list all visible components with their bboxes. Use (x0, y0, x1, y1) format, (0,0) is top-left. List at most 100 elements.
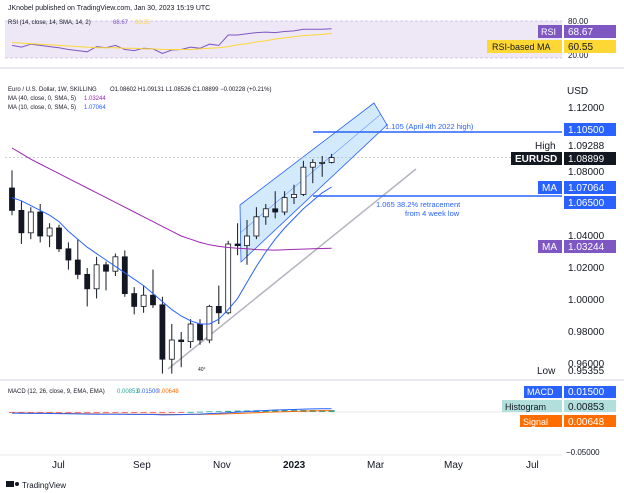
histogram-bar (150, 412, 156, 413)
last-tag: 1.08899 (568, 154, 605, 165)
low-tag-value: 0.95355 (568, 366, 605, 377)
candle (159, 296, 166, 374)
histogram-bar (93, 412, 100, 413)
signal-tag-value: 0.00648 (568, 417, 605, 428)
candle (272, 191, 279, 219)
main-legend-title: Euro / U.S. Dollar, 1W, SKILLING (8, 87, 97, 93)
candle (215, 285, 222, 324)
candle (253, 207, 260, 240)
candle (281, 191, 288, 216)
histogram-bar (112, 412, 119, 413)
histogram-bar (159, 412, 166, 413)
symbol-tag: EURUSD (515, 154, 557, 165)
price-tick-label: 1.02000 (568, 263, 605, 274)
candle (103, 261, 109, 291)
time-label: Mar (367, 460, 385, 471)
support-tag-box (564, 196, 616, 209)
macd-tag-name: MACD (527, 387, 554, 397)
publisher-line: JKnobel published on TradingView.com, Ja… (8, 5, 210, 12)
signal-tag-value-box (564, 415, 616, 427)
low-tag-label: Low (537, 366, 556, 377)
candle (65, 242, 72, 270)
candle (291, 184, 297, 204)
time-label: Nov (213, 460, 231, 471)
rsi-ma-tag-value: 60.55 (568, 42, 593, 53)
candle (178, 332, 185, 368)
rsi-panel: RSI (14, close, 14, SMA, 14, 2) 68.67 60… (5, 17, 616, 60)
signal-tag-name-box (520, 415, 562, 427)
ma40-legend-value: 1.03244 (84, 96, 106, 102)
histogram-bar (84, 412, 91, 413)
resistance-tag: 1.10500 (568, 125, 605, 136)
rsi-axis-top: 80.00 (568, 17, 589, 26)
rsi-ma-tag-value-box (564, 40, 616, 53)
angle-annotation: 40° (198, 367, 206, 373)
candle (300, 160, 307, 196)
footer-brand: TradingView (22, 481, 66, 490)
histogram-bar (37, 412, 44, 413)
resistance-tag-box (564, 123, 616, 136)
candle (74, 239, 81, 280)
symbol-tag-box (511, 152, 562, 165)
macd-legend-hist: 0.00853 (117, 389, 139, 395)
candle (234, 223, 241, 256)
histogram-bar (65, 412, 72, 413)
ma10-line (11, 186, 332, 325)
candle (244, 220, 250, 265)
price-tick-label: 1.04000 (568, 231, 605, 242)
hist-tag-name-box (502, 400, 562, 412)
rsi-legend: RSI (14, close, 14, SMA, 14, 2) (8, 20, 91, 26)
histogram-bar (272, 410, 279, 412)
ma10-legend-value: 1.07064 (84, 105, 106, 111)
ma10-tag-name-box (538, 181, 562, 194)
candle (18, 200, 25, 244)
time-label: Jul (52, 460, 65, 471)
time-label: May (444, 460, 463, 471)
main-legend-ohlc: O1.08602 H1.09131 L1.08526 C1.08899 −0.0… (110, 87, 271, 93)
rsi-ma-line (11, 33, 332, 50)
macd-legend-macd: 0.01500 (137, 389, 159, 395)
candle (46, 223, 53, 248)
price-tick-label: 1.00000 (568, 295, 605, 306)
support-annotation-line1: 1.065 38.2% retracement (376, 200, 461, 209)
histogram-bar (206, 411, 213, 413)
ma40-tag-value: 1.03244 (568, 242, 605, 253)
macd-line (11, 408, 332, 416)
ma10-tag-value: 1.07064 (568, 183, 605, 194)
candle (121, 250, 128, 297)
hist-tag-value: 0.00853 (568, 402, 605, 413)
candle (9, 170, 15, 216)
candles-group (9, 153, 335, 374)
rsi-ma-tag-name: RSI-based MA (492, 42, 551, 52)
price-tick-label: 0.96000 (568, 359, 605, 370)
time-label: Sep (133, 460, 151, 471)
histogram-bar (187, 411, 194, 413)
hist-tag-name: Histogram (505, 402, 546, 412)
rsi-axis-bottom: 20.00 (568, 51, 589, 60)
histogram-bar (225, 410, 232, 412)
candle (225, 240, 232, 315)
price-tick-label: 0.98000 (568, 327, 605, 338)
ma40-tag-name-box (538, 240, 562, 253)
macd-tag-value: 0.01500 (568, 387, 605, 398)
ma10-legend: MA (10, close, 0, SMA, 5) (8, 105, 76, 111)
time-label: 2023 (283, 460, 306, 471)
candle (168, 324, 175, 374)
macd-legend: MACD (12, 26, close, 9, EMA, EMA) (8, 389, 105, 395)
candle (262, 204, 269, 225)
histogram-bar (281, 410, 288, 412)
price-tick-label: 1.12000 (568, 103, 605, 114)
histogram-bar (56, 412, 62, 413)
histogram-bar (197, 411, 203, 413)
candle (93, 256, 100, 299)
rsi-legend-value: 68.67 (113, 20, 129, 26)
high-tag-value: 1.09288 (568, 141, 605, 152)
candle (27, 207, 34, 240)
candle (309, 159, 316, 184)
high-tag-label: High (535, 141, 556, 152)
histogram-bar (168, 412, 175, 413)
histogram-bar (234, 410, 241, 412)
support-annotation-line2: from 4 week low (405, 209, 460, 218)
candle (150, 269, 156, 308)
